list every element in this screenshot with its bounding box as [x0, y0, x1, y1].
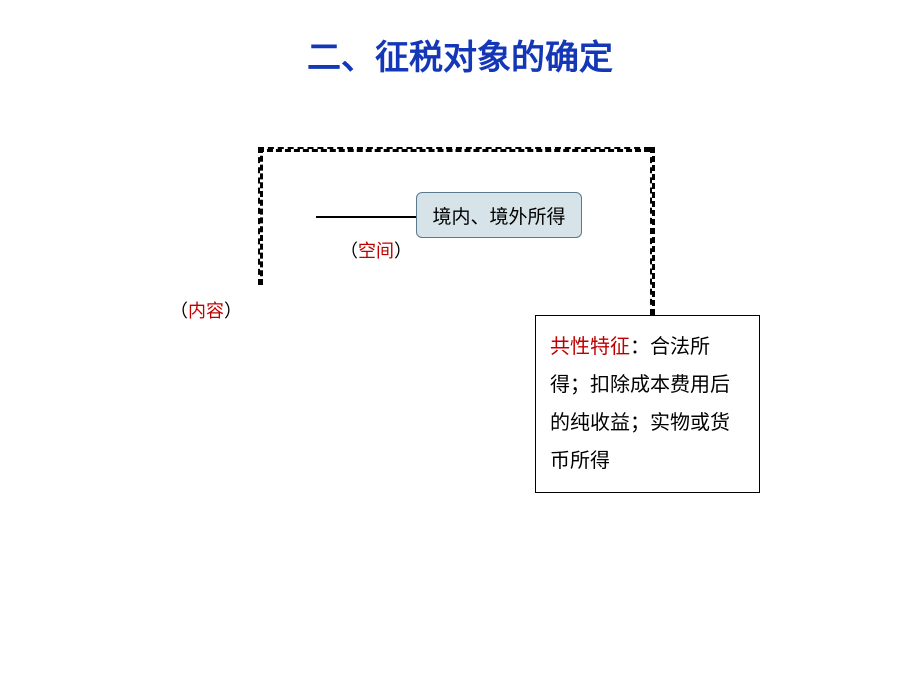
- solid-connector-line: [316, 216, 416, 218]
- income-box-text: 境内、境外所得: [417, 202, 581, 229]
- right-paren: ）: [224, 301, 242, 321]
- feature-colon: ：: [630, 336, 650, 358]
- space-label-text: 空间: [358, 241, 394, 261]
- dashed-connector-left: [258, 147, 263, 285]
- space-label: （空间）: [340, 237, 412, 263]
- slide-title: 二、征税对象的确定: [0, 30, 920, 79]
- left-paren: （: [170, 301, 188, 321]
- content-label-text: 内容: [188, 301, 224, 321]
- left-paren: （: [340, 241, 358, 261]
- income-box: 境内、境外所得: [416, 192, 582, 238]
- dashed-connector-top: [258, 147, 650, 152]
- right-paren: ）: [394, 241, 412, 261]
- feature-box: 共性特征：合法所得；扣除成本费用后的纯收益；实物或货币所得: [535, 315, 760, 493]
- title-text: 二、征税对象的确定: [307, 40, 613, 77]
- feature-label: 共性特征: [550, 336, 630, 358]
- content-label: （内容）: [170, 297, 242, 323]
- dashed-connector-right: [650, 147, 655, 315]
